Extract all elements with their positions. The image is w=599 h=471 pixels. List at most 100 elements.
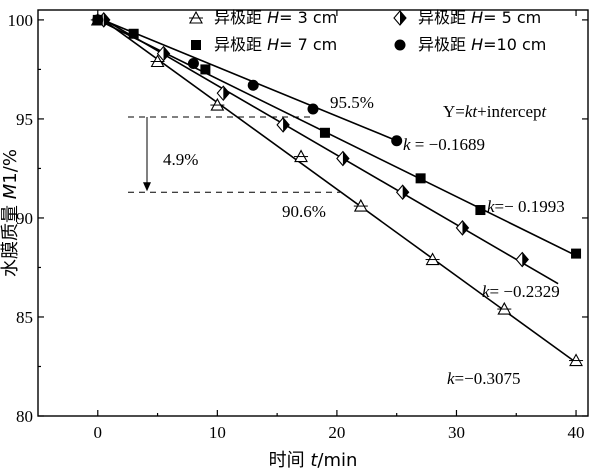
fit-line-1 <box>97 15 577 364</box>
point-s1-3-shape <box>210 97 225 111</box>
y-axis-title: 水膜质量 M1/% <box>0 149 21 277</box>
k-label-1-part: k <box>447 369 455 388</box>
legend-marker-1 <box>189 10 203 24</box>
point-s1-3 <box>210 97 225 111</box>
point-s3-4 <box>319 127 330 138</box>
legend-label-2: 异极距 H= 5 cm <box>418 8 541 27</box>
legend-marker-2-fill <box>400 11 406 25</box>
k-label-2-part: k <box>482 282 490 301</box>
lower-level-label: 90.6% <box>282 202 326 221</box>
point-s1-4-shape <box>294 149 308 163</box>
x-tick-label: 40 <box>568 423 585 442</box>
annotations: 4.9%95.5%90.6%Y=kt+interceptk=−0.3075k= … <box>128 93 565 388</box>
k-label-4-part: = −0.1689 <box>411 135 485 154</box>
point-s1-5-shape <box>353 198 368 212</box>
x-tick-label: 0 <box>94 423 103 442</box>
k-label-2: k= −0.2329 <box>482 282 560 301</box>
fit-line-2 <box>97 15 559 285</box>
legend-label-1: 异极距 H= 3 cm <box>214 8 337 27</box>
difference-arrow-head <box>143 182 151 192</box>
fit-lines <box>97 15 577 364</box>
y-tick-label: 100 <box>8 11 34 30</box>
fit-line-3 <box>97 19 577 257</box>
legend-label-3-part: 异极距 <box>214 35 267 54</box>
point-s2-2 <box>156 45 171 62</box>
legend-label-4-part: H <box>471 35 483 54</box>
legend-label-3-part: = 7 cm <box>279 35 337 54</box>
legend-marker-2 <box>393 10 407 26</box>
legend-label-1-part: H <box>267 8 279 27</box>
k-label-3-part: k <box>487 197 495 216</box>
point-s3-3 <box>200 64 211 75</box>
data-points <box>90 12 584 367</box>
plot-frame <box>37 9 589 417</box>
y-axis-title-part: 水膜质量 <box>0 199 21 277</box>
axes: 0 10 20 30 40 80 85 90 95 100 时间 t/min 水膜质量 M1/% <box>0 9 589 471</box>
point-s2-8-fill <box>522 252 529 267</box>
point-s2-7 <box>455 220 470 236</box>
legend-label-4-part: =10 cm <box>483 35 546 54</box>
equation-label-part: t <box>472 102 478 121</box>
legend-label-2-part: H <box>471 8 483 27</box>
y-tick-label: 90 <box>16 209 33 228</box>
upper-level-label: 95.5% <box>330 93 374 112</box>
point-s3-7 <box>571 248 582 259</box>
legend-label-1-part: = 3 cm <box>279 8 337 27</box>
point-s1-6 <box>425 252 440 266</box>
x-tick-label: 10 <box>209 423 226 442</box>
point-s2-6 <box>395 184 410 201</box>
point-s1-5 <box>353 198 368 212</box>
equation-label-part: t <box>500 102 506 121</box>
legend-label-2-part: 异极距 <box>418 8 471 27</box>
point-s3-6 <box>475 205 486 216</box>
point-s2-8 <box>515 251 529 268</box>
point-s4-1 <box>92 14 104 26</box>
point-s2-4-fill <box>283 117 290 132</box>
k-label-1: k=−0.3075 <box>447 369 520 388</box>
k-label-2-part: = −0.2329 <box>490 282 560 301</box>
point-s1-8 <box>569 353 584 367</box>
point-s4-4 <box>307 103 319 115</box>
legend-label-2-part: = 5 cm <box>483 8 541 27</box>
point-s2-3-fill <box>223 86 230 101</box>
equation-label-part: ercep <box>505 102 542 121</box>
y-axis-title-part: M <box>0 183 21 199</box>
point-s4-2 <box>187 57 199 69</box>
x-tick-label: 20 <box>328 423 345 442</box>
equation-label-part: t <box>542 102 548 121</box>
equation-label: Y=kt+intercept <box>443 102 548 121</box>
point-s2-6-fill <box>402 185 409 200</box>
legend-marker-4 <box>394 39 406 51</box>
legend-marker-3 <box>191 40 201 50</box>
point-s3-5 <box>415 173 426 184</box>
x-axis-title: 时间 t/min <box>269 450 358 471</box>
legend-label-3: 异极距 H= 7 cm <box>214 35 337 54</box>
point-s2-5-fill <box>342 151 349 166</box>
k-label-3-part: =− 0.1993 <box>495 197 565 216</box>
legend-label-4-part: 异极距 <box>418 35 471 54</box>
point-s1-4 <box>294 149 309 163</box>
point-s2-5 <box>336 150 350 167</box>
point-s2-4 <box>276 117 290 133</box>
point-s2-2-fill <box>163 46 170 61</box>
point-s3-2 <box>128 28 139 39</box>
legend-label-3-part: H <box>267 35 279 54</box>
point-s4-3 <box>247 79 259 91</box>
fit-line-4 <box>97 17 397 142</box>
x-axis-title-part: t <box>310 450 318 471</box>
k-label-3: k=− 0.1993 <box>487 197 565 216</box>
k-label-4: k = −0.1689 <box>403 135 485 154</box>
legend-label-4: 异极距 H=10 cm <box>418 35 546 54</box>
point-s1-8-shape <box>569 353 583 367</box>
y-axis-title-part: 1/% <box>0 149 21 184</box>
point-s2-1-fill <box>103 12 110 27</box>
y-tick-label: 85 <box>16 308 33 327</box>
k-label-1-part: =−0.3075 <box>455 369 521 388</box>
x-axis-title-part: 时间 <box>269 450 311 471</box>
equation-label-part: +in <box>477 102 500 121</box>
point-s4-5 <box>391 135 403 147</box>
point-s2-7-fill <box>462 220 469 235</box>
x-axis-title-part: /min <box>317 450 357 471</box>
